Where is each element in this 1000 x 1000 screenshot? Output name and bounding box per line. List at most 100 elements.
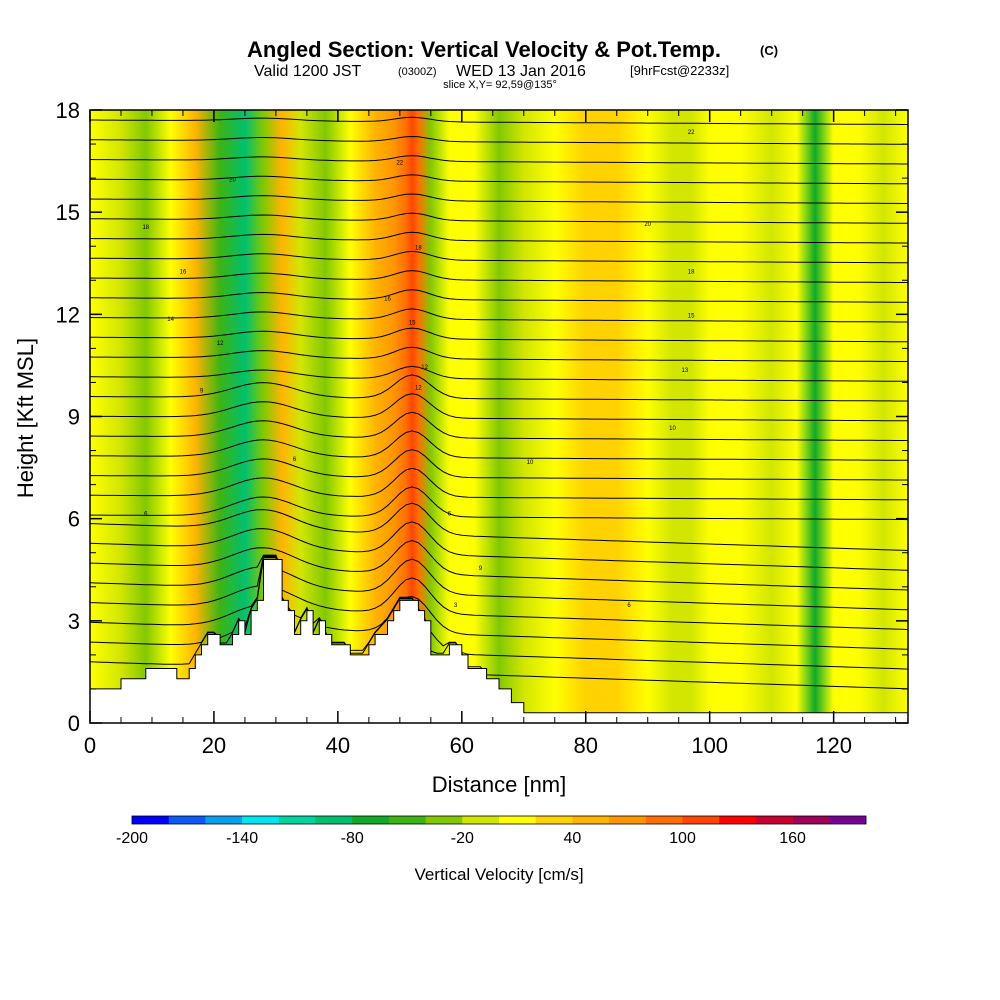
colorbar-label: -80	[341, 830, 364, 847]
isotherm-line	[90, 374, 908, 402]
isotherm-line	[90, 327, 908, 343]
isotherm-label: 16	[384, 297, 391, 303]
colorbar-label: 160	[779, 830, 806, 847]
y-tick-label: 12	[56, 302, 80, 327]
isotherm-line	[90, 346, 908, 362]
colorbar-labels: -200 -140 -80 -20 40 100 160	[116, 830, 806, 847]
x-tick-label: 120	[815, 733, 852, 758]
colorbar-swatch	[829, 816, 867, 824]
title-unit: (C)	[760, 43, 778, 58]
colorbar-swatch	[645, 816, 683, 824]
isotherm-label: 12	[415, 385, 422, 391]
subtitle-valid: Valid 1200 JST	[254, 63, 362, 80]
isotherm-label: 20	[644, 222, 651, 228]
isotherm-label: 15	[688, 314, 695, 320]
subtitle-zulu: (0300Z)	[398, 66, 437, 78]
colorbar-swatch	[132, 816, 169, 824]
colorbar-swatch	[315, 816, 353, 824]
isotherm-label: 22	[396, 161, 403, 167]
colorbar-swatch	[388, 816, 426, 824]
y-axis: 0 3 6 9 12 15 18	[56, 98, 908, 736]
velocity-field	[90, 110, 908, 723]
y-tick-label: 15	[56, 200, 80, 225]
isotherm-line	[90, 411, 908, 441]
x-tick-label: 60	[450, 733, 474, 758]
isotherm-label: 14	[167, 317, 174, 323]
plot-area: 6 6 3 6 6 9 9 10 10 12 12 12 13 14 15 15 16 16 18 18 18 20 20 2…	[90, 98, 908, 723]
subtitle-forecast: [9hrFcst@2233z]	[630, 63, 729, 78]
isotherm-label: 6	[627, 603, 631, 609]
x-axis-label: Distance [nm]	[432, 772, 567, 797]
isotherm-line	[90, 135, 908, 145]
colorbar-title: Vertical Velocity [cm/s]	[414, 865, 583, 884]
isotherm-label: 9	[479, 566, 483, 572]
isotherm-line	[90, 430, 908, 461]
isotherm-line	[90, 174, 908, 185]
colorbar-swatch	[682, 816, 720, 824]
colorbar-swatch	[242, 816, 280, 824]
isotherm-line	[90, 250, 908, 264]
y-tick-label: 3	[68, 609, 80, 634]
isotherm-line	[90, 539, 908, 591]
isotherm-label: 12	[217, 341, 224, 347]
isotherm-line	[90, 502, 908, 551]
colorbar-label: 100	[669, 830, 696, 847]
subtitle-date: WED 13 Jan 2016	[456, 63, 586, 80]
colorbar-swatch	[278, 816, 316, 824]
isotherm-label: 6	[293, 457, 297, 463]
isotherm-label: 6	[144, 511, 148, 517]
isotherm-line	[90, 193, 908, 204]
isotherm-line	[90, 449, 908, 481]
colorbar-swatch	[352, 816, 390, 824]
isotherm-line	[90, 557, 908, 690]
x-tick-label: 20	[202, 733, 226, 758]
title-block: Angled Section: Vertical Velocity & Pot.…	[247, 37, 778, 91]
colorbar-swatch	[462, 816, 500, 824]
isotherm-line	[90, 393, 908, 422]
isotherm-line	[90, 270, 908, 283]
colorbar-swatch	[755, 816, 793, 824]
slice-label: slice X,Y= 92,59@135°	[443, 79, 557, 91]
isotherm-line	[90, 554, 908, 611]
isotherm-line	[90, 308, 908, 323]
isotherm-label: 6	[448, 511, 452, 517]
y-tick-label: 9	[68, 405, 80, 430]
isotherm-label: 22	[688, 130, 695, 136]
isotherm-label: 13	[682, 368, 689, 374]
isotherm-label: 20	[229, 178, 236, 184]
colorbar-swatch	[572, 816, 610, 824]
y-tick-label: 0	[68, 711, 80, 736]
isotherm-line	[90, 231, 908, 244]
chart-title: Angled Section: Vertical Velocity & Pot.…	[247, 37, 721, 62]
isotherm-line	[90, 556, 908, 650]
isotherm-line	[90, 556, 908, 670]
terrain	[90, 559, 908, 723]
isotherm-line	[90, 486, 908, 521]
y-tick-label: 18	[56, 98, 80, 123]
isotherm-label: 18	[142, 225, 149, 231]
isotherm-label: 18	[415, 246, 422, 252]
colorbar-label: -20	[451, 830, 474, 847]
x-tick-label: 100	[691, 733, 728, 758]
isotherm-label: 3	[454, 603, 458, 609]
isotherm-label: 18	[688, 270, 695, 276]
y-axis-label: Height [Kft MSL]	[13, 338, 38, 498]
x-tick-label: 40	[326, 733, 350, 758]
colorbar-swatch	[425, 816, 463, 824]
colorbar-swatch	[499, 816, 536, 824]
isotherm-label: 16	[180, 270, 187, 276]
x-tick-label: 0	[84, 733, 96, 758]
colorbar-frame	[131, 815, 867, 825]
colorbar-swatch	[609, 816, 647, 824]
colorbar-swatch	[535, 816, 573, 824]
isotherm-labels: 6 6 3 6 6 9 9 10 10 12 12 12 13 14 15 15 16 16 18 18 18 20 20 2…	[142, 130, 695, 609]
isotherm-line	[90, 521, 908, 571]
isotherm-label: 15	[409, 321, 416, 327]
isotherm-line	[90, 98, 908, 105]
isotherm-line	[90, 289, 908, 303]
isotherm-line	[90, 365, 908, 382]
isotherm-lines	[90, 98, 908, 690]
colorbar-swatch	[205, 816, 243, 824]
colorbar	[131, 815, 867, 825]
isotherm-line	[90, 155, 908, 165]
